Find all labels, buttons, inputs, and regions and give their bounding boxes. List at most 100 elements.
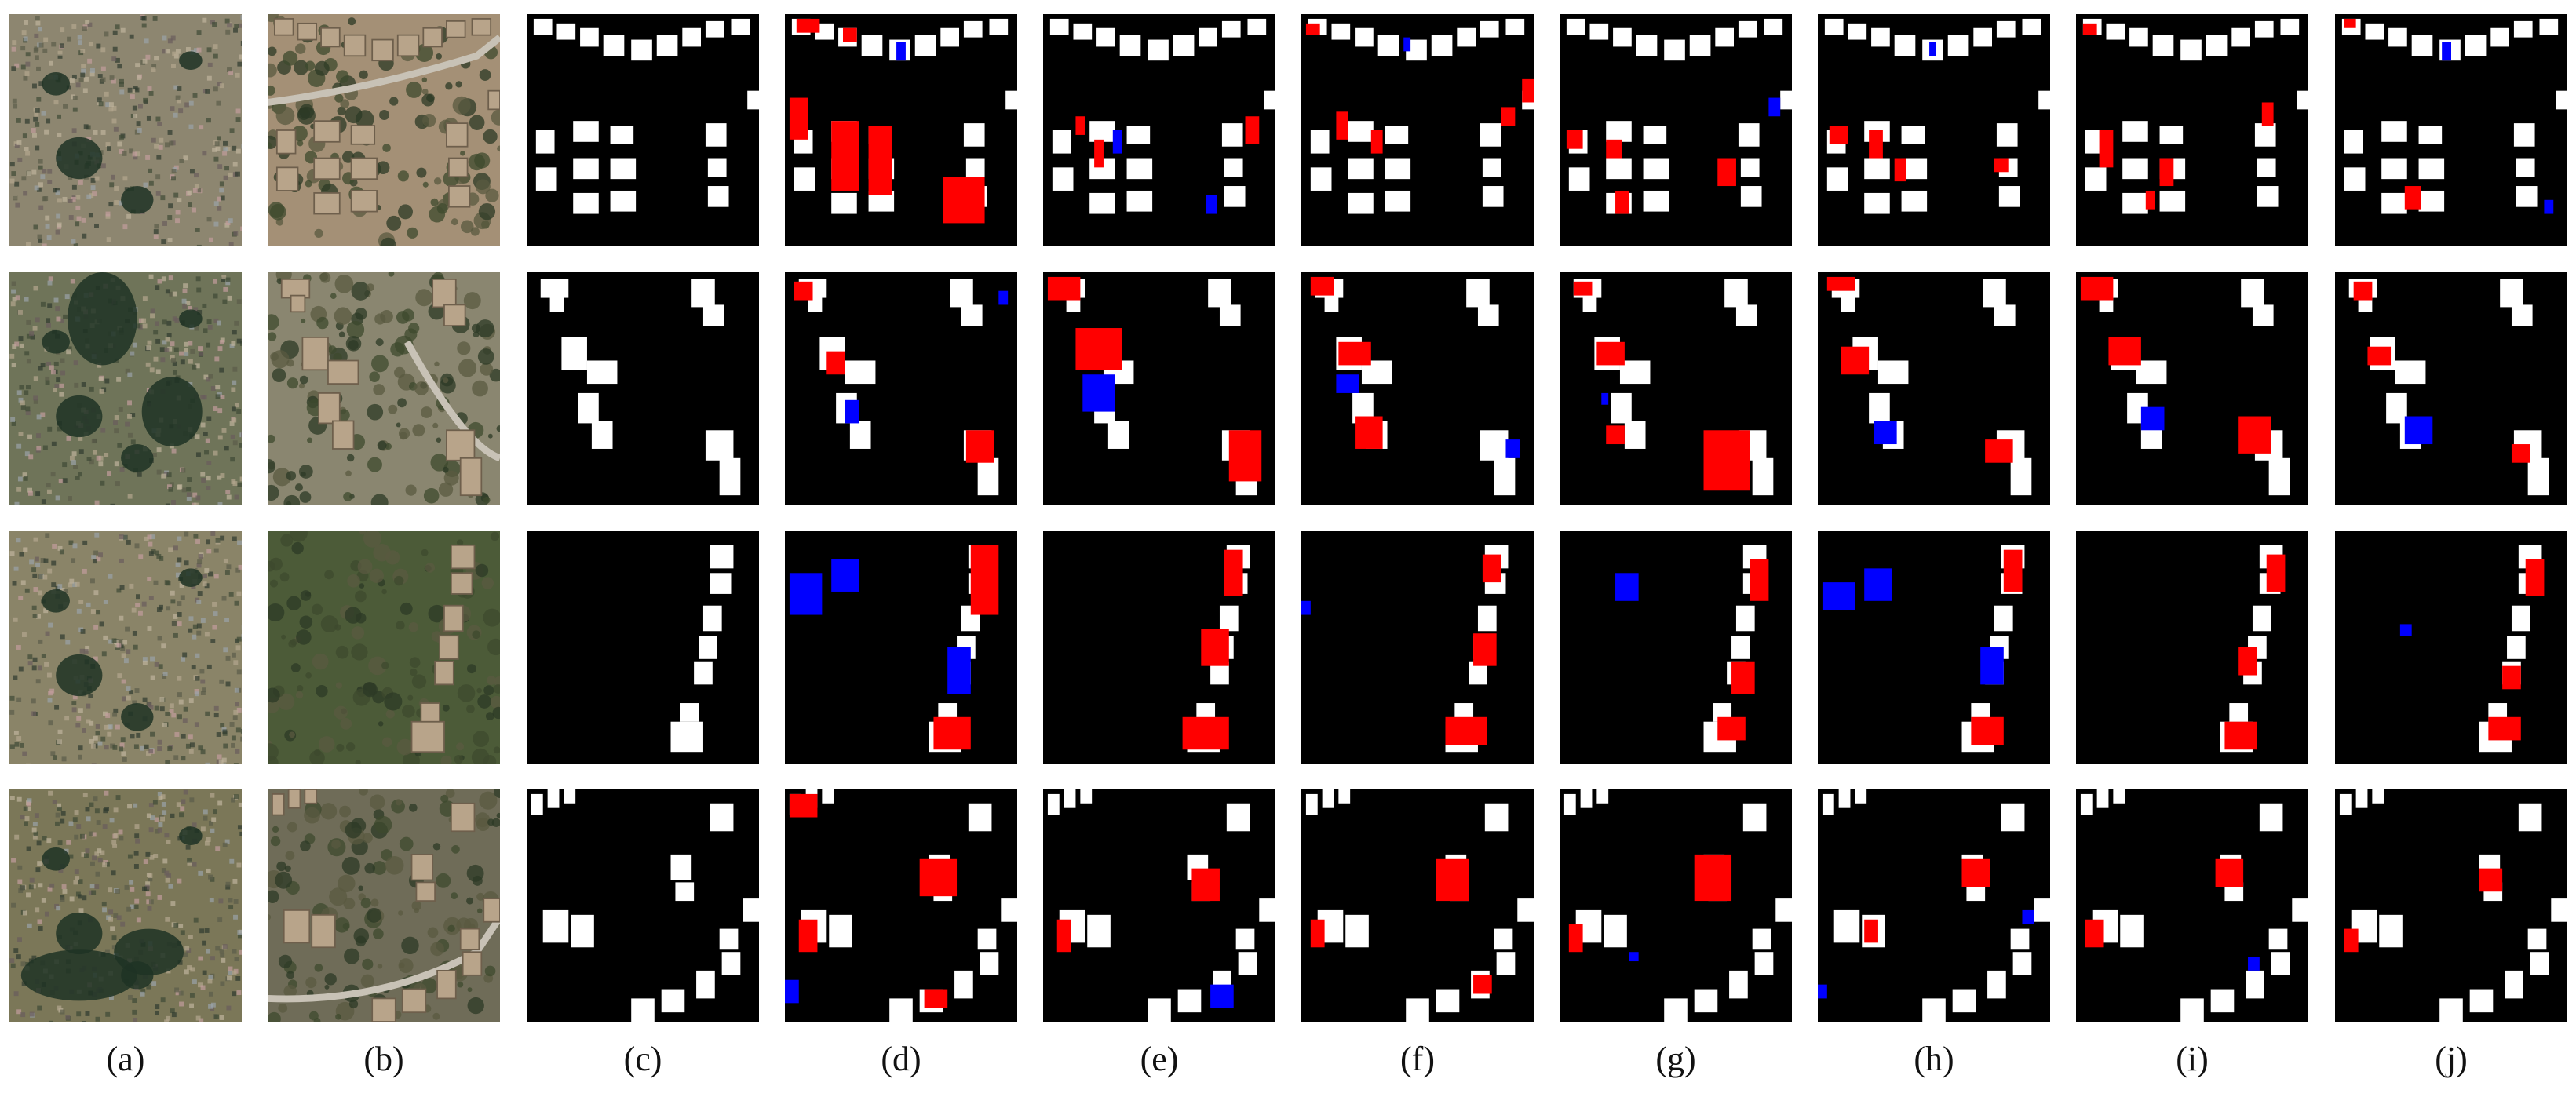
- tile-row4-clean-satellite-image: [268, 789, 500, 1022]
- false-negative-region: [1768, 97, 1781, 117]
- false-negative-region: [1112, 130, 1122, 154]
- house-roof: [446, 429, 476, 461]
- building-footprint: [1177, 989, 1202, 1013]
- house-roof: [446, 122, 469, 148]
- building-footprint: [1148, 39, 1169, 61]
- building-footprint: [2268, 457, 2290, 496]
- building-footprint: [2513, 20, 2533, 38]
- building-footprint: [1126, 126, 1151, 144]
- false-positive-region: [965, 430, 994, 463]
- road: [268, 915, 500, 1003]
- building-footprint: [1983, 279, 2006, 308]
- tile-row2-clean-satellite-image: [268, 272, 500, 505]
- building-footprint: [2085, 167, 2107, 191]
- tile-row3-ground-truth-mask: [527, 531, 759, 764]
- false-negative-region: [2544, 199, 2554, 214]
- tree-cluster: [42, 847, 70, 871]
- false-positive-region: [1370, 130, 1383, 154]
- false-positive-region: [970, 545, 999, 615]
- building-footprint: [2010, 928, 2030, 950]
- building-footprint: [1780, 90, 1792, 110]
- house-roof: [297, 22, 318, 41]
- building-footprint: [1740, 186, 1762, 207]
- tree-cluster: [42, 330, 70, 354]
- building-footprint: [573, 121, 599, 142]
- building-footprint: [1994, 304, 2016, 326]
- building-footprint: [2113, 789, 2125, 804]
- false-positive-region: [1191, 868, 1220, 902]
- false-positive-region: [2261, 102, 2274, 126]
- building-footprint: [1480, 20, 1499, 38]
- false-positive-region: [1075, 116, 1085, 135]
- false-positive-region: [1228, 430, 1262, 482]
- building-footprint: [535, 130, 555, 154]
- column-label: (a): [106, 1040, 145, 1078]
- building-footprint: [1119, 35, 1141, 56]
- false-positive-region: [2099, 130, 2114, 168]
- road: [268, 35, 500, 106]
- building-footprint: [1998, 186, 2020, 207]
- false-positive-region: [1482, 554, 1501, 583]
- building-footprint: [1454, 703, 1474, 722]
- building-footprint: [1494, 457, 1516, 496]
- building-footprint: [2129, 27, 2148, 47]
- building-footprint: [1457, 27, 1476, 47]
- tile-row3-clean-satellite-image: [268, 531, 500, 764]
- building-footprint: [1338, 789, 1351, 804]
- building-footprint: [2411, 35, 2433, 56]
- building-footprint: [1064, 789, 1076, 808]
- building-footprint: [2180, 998, 2204, 1022]
- building-footprint: [965, 158, 985, 177]
- building-footprint: [1848, 23, 1867, 40]
- house-roof: [283, 909, 311, 944]
- building-footprint: [631, 998, 655, 1022]
- tile-row3-prediction-error-map: [1818, 531, 2050, 764]
- building-footprint: [747, 90, 759, 110]
- false-positive-region: [1829, 126, 1848, 144]
- building-footprint: [1089, 121, 1115, 142]
- false-negative-region: [2442, 42, 2451, 61]
- building-footprint: [2339, 793, 2352, 815]
- building-footprint: [1971, 703, 1990, 722]
- building-footprint: [1089, 192, 1115, 214]
- building-footprint: [2395, 360, 2426, 385]
- building-footprint: [2355, 789, 2368, 808]
- building-footprint: [2465, 35, 2487, 56]
- false-positive-region: [1436, 858, 1469, 902]
- false-positive-region: [2344, 18, 2356, 28]
- building-footprint: [2530, 952, 2549, 975]
- building-footprint: [2516, 158, 2535, 177]
- building-footprint: [1966, 882, 1986, 902]
- house-roof: [343, 34, 367, 57]
- tile-row2-prediction-error-map: [1818, 272, 2050, 505]
- building-footprint: [1731, 636, 1750, 659]
- building-footprint: [1729, 970, 1748, 999]
- building-footprint: [1494, 928, 1513, 950]
- building-footprint: [2344, 167, 2366, 191]
- house-roof: [462, 951, 483, 976]
- building-footprint: [831, 192, 857, 214]
- tile-row4-prediction-error-map: [2335, 789, 2567, 1022]
- building-footprint: [707, 186, 729, 207]
- tile-row2-prediction-error-map: [1043, 272, 1275, 505]
- building-footprint: [1005, 90, 1017, 110]
- building-footprint: [1643, 158, 1669, 180]
- house-roof: [410, 853, 434, 881]
- building-footprint: [719, 928, 739, 950]
- building-footprint: [1664, 39, 1685, 61]
- false-negative-region: [2248, 957, 2260, 971]
- building-footprint: [1235, 928, 1255, 950]
- building-footprint: [586, 360, 618, 385]
- false-negative-region: [831, 559, 859, 592]
- building-footprint: [1219, 304, 1241, 326]
- building-footprint: [2271, 952, 2290, 975]
- building-footprint: [914, 35, 936, 56]
- false-positive-region: [2238, 647, 2257, 676]
- building-footprint: [1305, 793, 1318, 815]
- building-footprint: [1107, 421, 1129, 449]
- building-footprint: [1841, 295, 1855, 312]
- false-positive-region: [2266, 554, 2286, 592]
- false-positive-region: [1750, 559, 1769, 601]
- house-roof: [459, 928, 480, 951]
- building-footprint: [1052, 130, 1071, 154]
